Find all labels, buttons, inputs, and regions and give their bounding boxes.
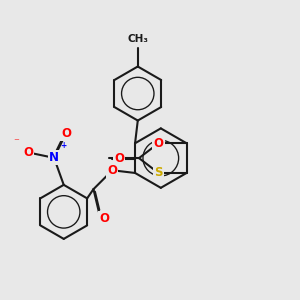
Text: O: O bbox=[61, 127, 71, 140]
Text: CH₃: CH₃ bbox=[127, 34, 148, 44]
Text: N: N bbox=[49, 151, 59, 164]
Text: O: O bbox=[153, 137, 164, 150]
Text: O: O bbox=[114, 152, 124, 165]
Text: O: O bbox=[107, 164, 117, 177]
Text: O: O bbox=[23, 146, 33, 159]
Text: O: O bbox=[99, 212, 109, 225]
Text: +: + bbox=[61, 141, 67, 150]
Text: S: S bbox=[154, 167, 163, 179]
Text: ⁻: ⁻ bbox=[13, 138, 19, 148]
